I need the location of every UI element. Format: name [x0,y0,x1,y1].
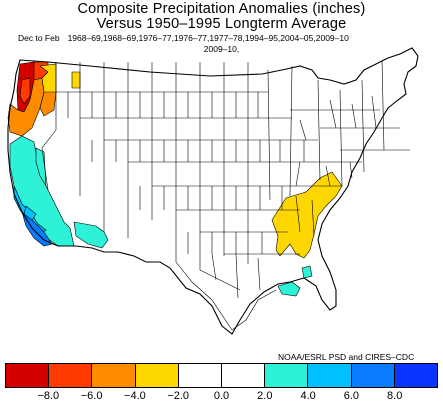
legend-tick-label: −8.0 [37,390,60,402]
legend-swatch-7 [308,364,352,387]
anomaly-ca-mid-blue [23,205,37,221]
legend-swatch-0 [6,364,50,387]
us-climate-division-map [7,47,419,335]
legend-tick-labels: −8.0 −6.0 −4.0 −2.0 0.0 2.0 4.0 6.0 8.0 [0,390,443,402]
division-boundaries [41,59,410,331]
legend-swatch-4 [178,364,223,387]
anomaly-az-aqua [73,221,109,249]
legend-tick-label: 2.0 [257,390,273,402]
legend-tick-label: 4.0 [300,390,316,402]
legend-swatch-6 [265,364,309,387]
anomaly-fills [7,61,343,297]
years-line-1: Dec to Feb 1968–69,1968–69,1976–77,1976–7… [18,33,349,43]
season-label: Dec to Feb [18,33,60,43]
legend-tick-label: −6.0 [80,390,103,402]
legend-tick-label: −2.0 [167,390,190,402]
map-title: Composite Precipitation Anomalies (inche… [77,1,366,17]
anomaly-gulf-aqua-2 [301,265,313,279]
anomaly-nw-red-2 [19,77,31,105]
legend-tick-label: 6.0 [343,390,360,402]
years-line-2: 2009–10, [203,44,240,54]
anomaly-gulf-aqua-1 [277,281,301,297]
data-credit: NOAA/ESRL PSD and CIRES–CDC [278,352,415,362]
legend-tick-label: −4.0 [124,390,146,402]
color-legend [5,363,438,388]
legend-swatch-3 [135,364,179,387]
us-outline [7,47,419,335]
anomaly-nw-yellow-2 [71,71,81,89]
anomaly-ca-blue [21,211,53,247]
legend-tick-label: 8.0 [387,390,403,402]
legend-swatch-1 [49,364,93,387]
anomaly-nw-orange-inland [39,91,57,117]
anomaly-se-yellow [271,171,343,259]
legend-tick-label: 0.0 [213,390,230,402]
legend-swatch-8 [351,364,395,387]
legend-swatch-2 [92,364,136,387]
legend-swatch-9 [394,364,438,387]
map-subtitle: Versus 1950–1995 Longterm Average [96,16,347,32]
legend-swatch-5 [222,364,266,387]
years-list: 1968–69,1968–69,1976–77,1976–77,1977–78,… [67,33,349,43]
